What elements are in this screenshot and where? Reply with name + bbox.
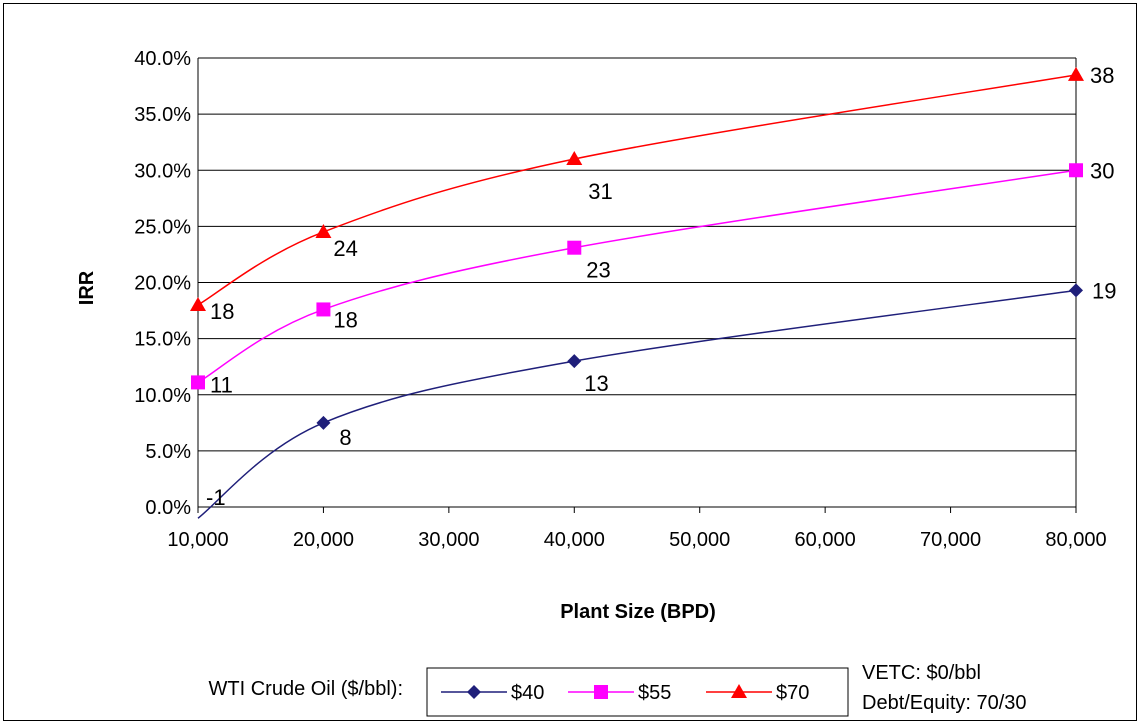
data-label: 31 [588,179,612,204]
data-point [1068,66,1084,81]
data-point [567,240,582,255]
data-point [316,302,331,317]
series-markers [190,66,1084,430]
x-tick-label: 80,000 [1045,529,1106,551]
series-line [197,289,1077,519]
legend-label: $40 [511,682,544,704]
data-label: 24 [333,236,357,261]
legend-marker [731,684,747,698]
y-tick-label: 15.0% [134,329,191,351]
data-point [567,354,582,369]
data-label: 18 [333,307,357,332]
series-lines [197,74,1077,519]
legend-label: $70 [776,682,809,704]
y-tick-label: 30.0% [134,160,191,182]
tick-labels: 0.0% 5.0% 10.0% 15.0% 20.0% 25.0% 30.0% 35.0% 40… [134,48,1106,551]
vetc-annotation: VETC: $0/bbl [862,662,981,684]
x-tick-label: 30,000 [418,529,479,551]
x-tick-label: 20,000 [293,529,354,551]
gridlines [197,57,1077,513]
debt-equity-annotation: Debt/Equity: 70/30 [862,692,1027,714]
data-point [315,223,332,238]
y-tick-label: 40.0% [134,48,191,70]
data-point [566,151,583,166]
data-labels: -1 8 13 19 11 18 23 30 18 24 31 38 [206,63,1116,510]
y-tick-label: 5.0% [145,441,191,463]
x-tick-label: 10,000 [167,529,228,551]
data-point [1069,283,1083,298]
data-point [190,296,206,311]
data-label: 19 [1092,278,1116,303]
data-label: 30 [1090,158,1114,183]
x-tick-label: 70,000 [920,529,981,551]
legend-marker [594,685,608,699]
x-tick-label: 60,000 [795,529,856,551]
y-tick-label: 10.0% [134,385,191,407]
data-label: 13 [584,371,608,396]
y-tick-label: 35.0% [134,104,191,126]
data-point [316,415,331,430]
data-label: 8 [339,425,351,450]
data-label: 11 [210,372,233,397]
data-label: 23 [586,258,610,283]
series-line [197,169,1077,384]
legend: $40 $55 $70 [441,682,809,704]
x-tick-label: 50,000 [669,529,730,551]
legend-title: WTI Crude Oil ($/bbl): [209,678,403,700]
data-label: 18 [210,299,234,324]
data-label: 38 [1090,63,1114,88]
y-axis-title: IRR [76,270,98,305]
data-point [1069,163,1083,178]
legend-marker [467,685,481,699]
x-axis-title: Plant Size (BPD) [560,601,716,623]
y-tick-label: 0.0% [145,497,191,519]
y-tick-label: 20.0% [134,273,191,295]
series-line [197,74,1077,306]
data-label: -1 [206,485,226,510]
legend-label: $55 [638,682,671,704]
y-tick-label: 25.0% [134,216,191,238]
x-tick-label: 40,000 [544,529,605,551]
data-point [191,375,205,390]
